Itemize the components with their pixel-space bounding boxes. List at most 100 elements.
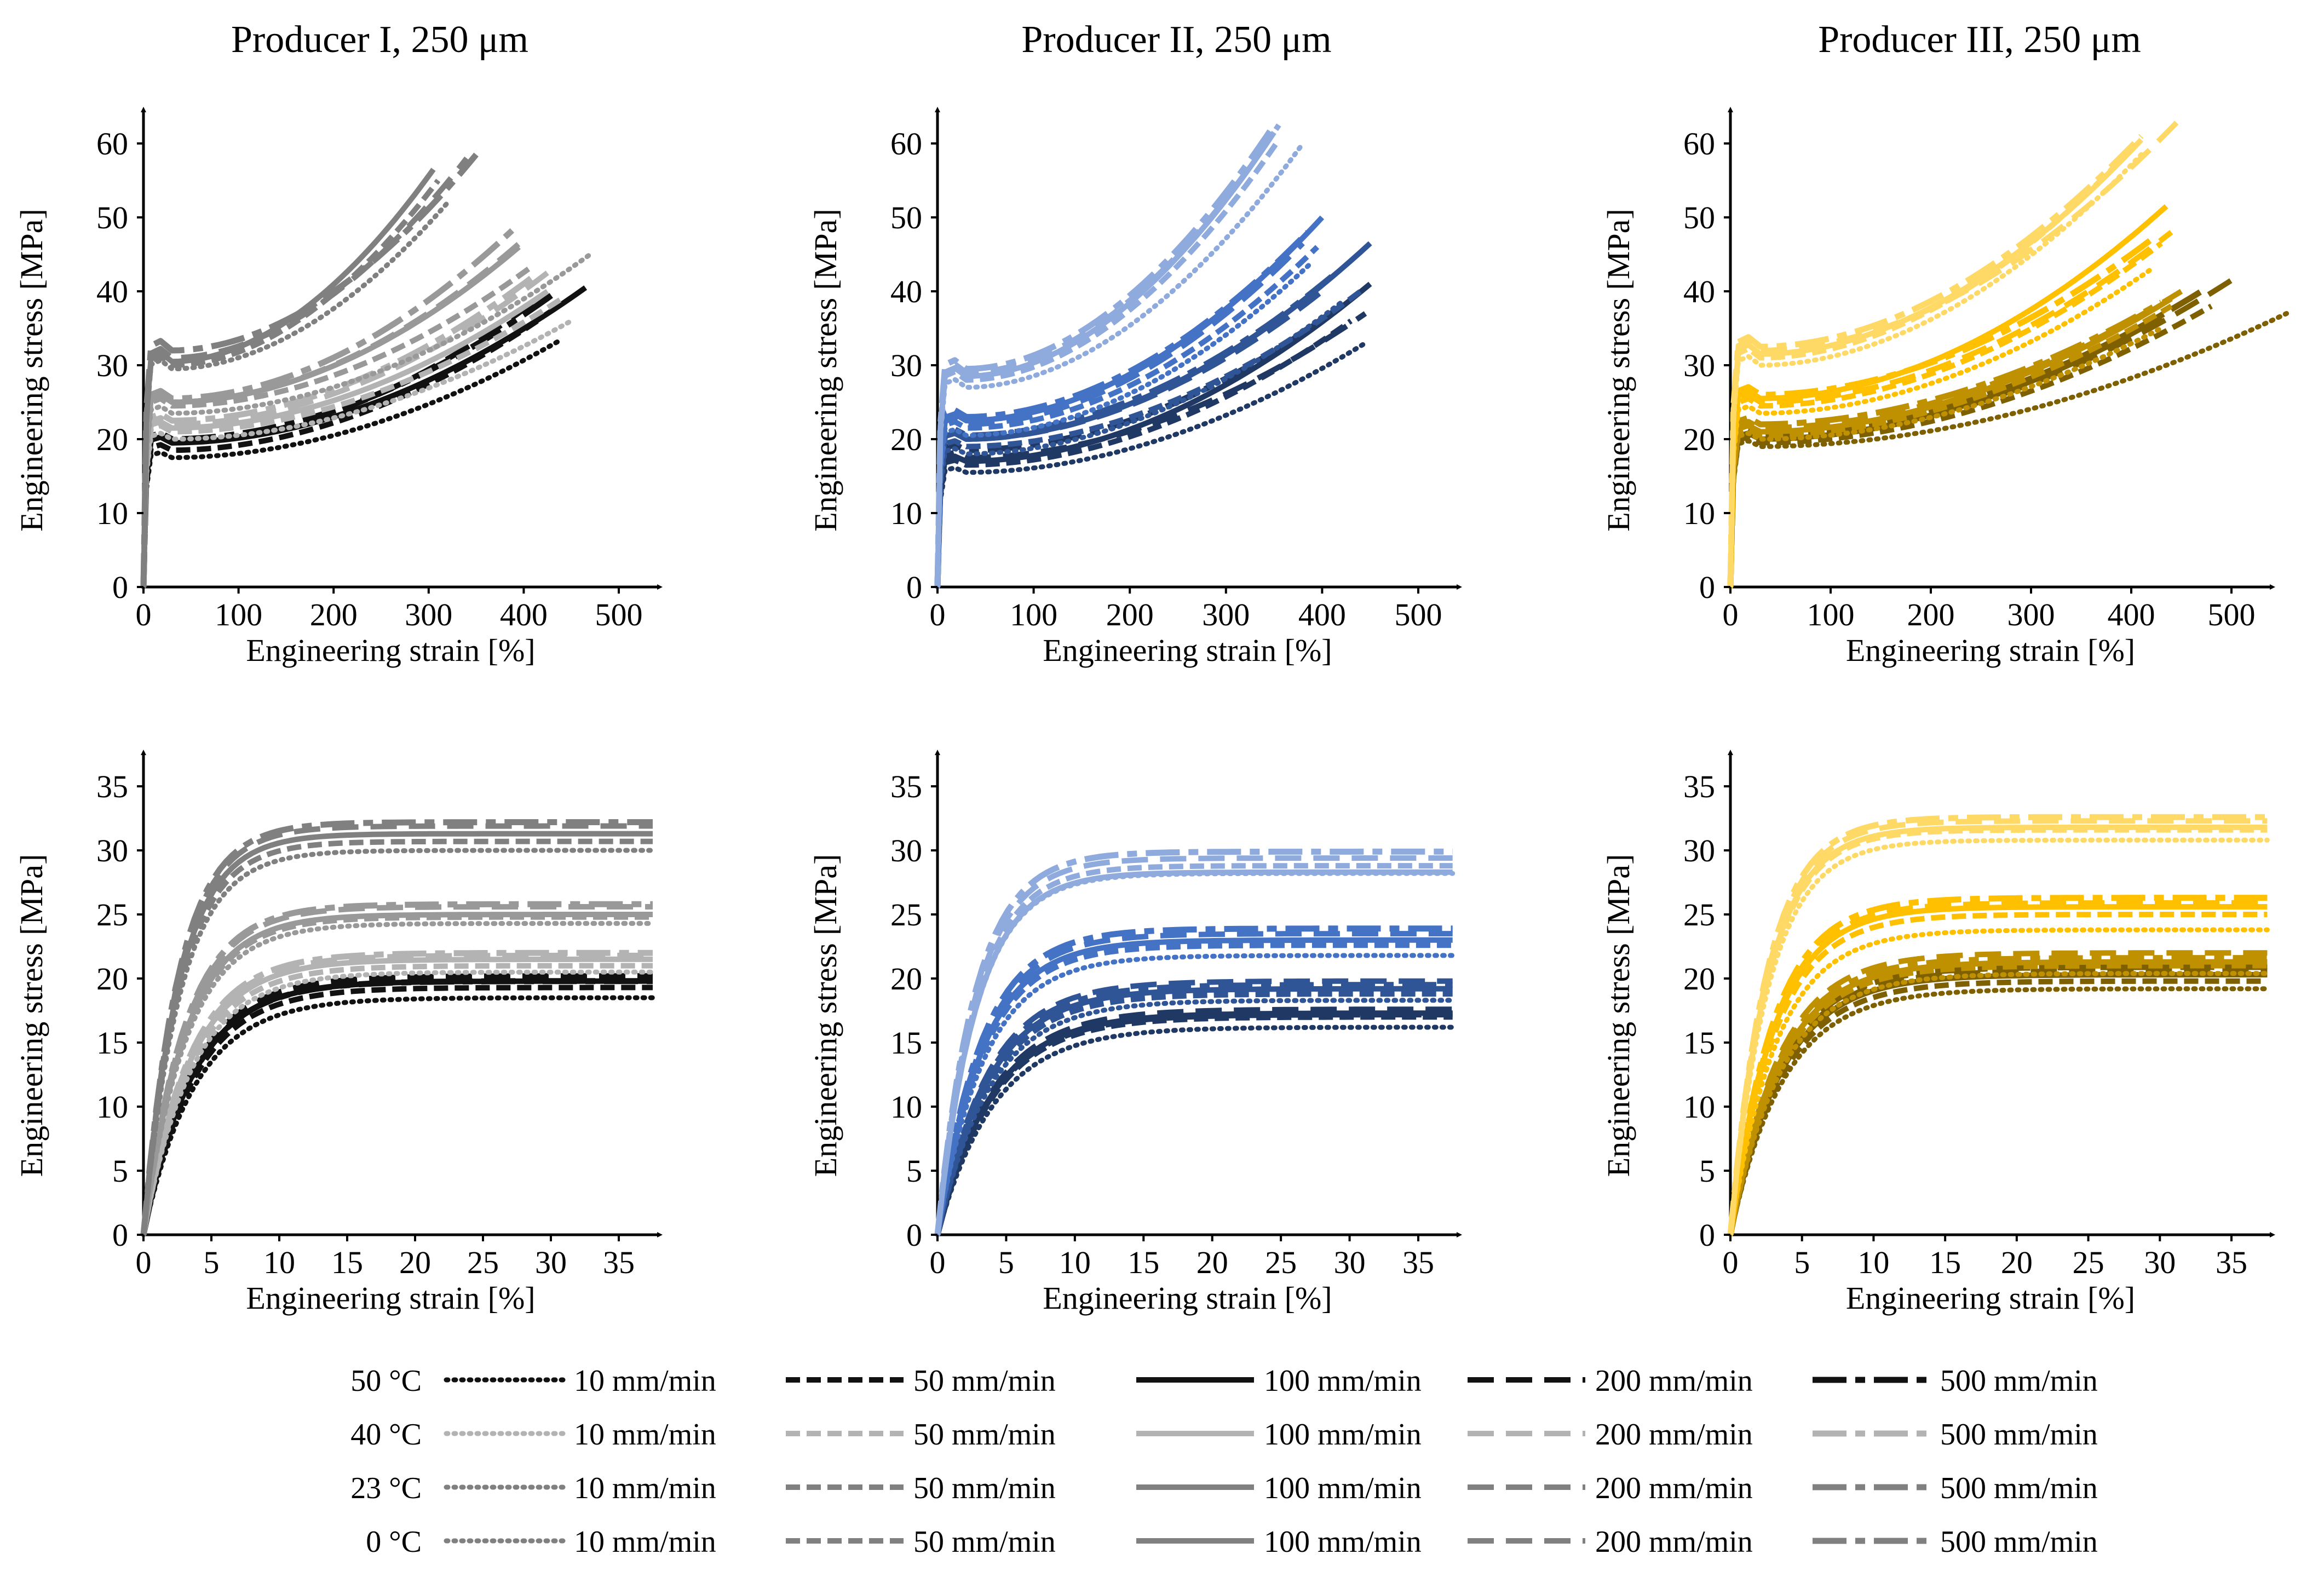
series-line-23c-10mm [141,252,593,590]
series-line-0c-100mm [935,869,1453,1235]
producer-3-zoom: 0 5 10 15 20 25 30 35 0 5 10 15 20 25 30 35 Engineering … [1601,750,2275,1316]
y-axis-label: Engineering stress [MPa] [1601,854,1636,1177]
series-line-0c-10mm [1728,837,2270,1238]
legend-speed-label: 50 mm/min [913,1418,1056,1452]
legend-speed-label: 10 mm/min [574,1364,716,1398]
series-line-23c-50mm [1728,912,2268,1235]
y-tick-label: 20 [890,961,922,997]
x-tick-label: 5 [204,1245,220,1280]
series-line-0c-100mm [1728,824,2268,1235]
series-line-0c-500mm [934,123,1277,588]
series-line-50c-10mm [1728,986,2270,1238]
y-tick-label: 25 [1683,897,1715,933]
y-tick-label: 0 [1699,1217,1715,1253]
legend-speed-label: 500 mm/min [1940,1471,2098,1505]
series-line-23c-50mm [935,245,1320,588]
y-tick-label: 20 [890,422,922,457]
y-tick-label: 40 [1683,274,1715,309]
series-line-40c-10mm [141,969,655,1238]
x-tick-label: 20 [2001,1245,2033,1280]
series-line-23c-100mm [1728,204,2168,588]
x-tick-label: 200 [1106,597,1154,632]
x-tick-label: 0 [136,1245,152,1280]
series-line-0c-50mm [141,838,653,1235]
series-line-40c-50mm [141,296,563,588]
x-tick-label: 30 [535,1245,567,1280]
series-line-40c-10mm [141,318,574,590]
y-axis-label: Engineering stress [MPa] [1601,209,1636,532]
legend-speed-label: 500 mm/min [1940,1364,2098,1398]
x-axis-label: Engineering strain [%] [1846,632,2135,668]
series-line-40c-10mm [1728,326,2164,590]
x-tick-label: 10 [263,1245,295,1280]
series-line-23c-100mm [935,937,1453,1235]
legend-temperature-label: 50 °C [350,1364,422,1398]
series-line-40c-200mm [935,978,1453,1236]
y-tick-label: 30 [96,833,128,868]
series-line-40c-10mm [935,998,1456,1238]
series-line-40c-100mm [141,289,549,588]
x-tick-label: 15 [331,1245,363,1280]
legend-speed-label: 200 mm/min [1595,1471,1753,1505]
x-tick-label: 30 [1334,1245,1366,1280]
producer-1-full: 0 100 200 300 400 500 0 10 20 30 40 50 60 Engineering… [14,19,663,668]
y-tick-label: 15 [96,1025,128,1061]
x-tick-label: 200 [1907,597,1955,632]
y-tick-label: 15 [890,1025,922,1061]
y-axis-label: Engineering stress [MPa] [808,854,843,1177]
y-tick-label: 40 [96,274,128,309]
y-tick-label: 25 [96,897,128,933]
y-tick-label: 0 [906,569,922,605]
y-axis-label: Engineering stress [MPa] [808,209,843,532]
x-tick-label: 200 [310,597,358,632]
producer-2-zoom: 0 5 10 15 20 25 30 35 0 5 10 15 20 25 30 35 Engineering … [808,750,1462,1316]
y-tick-label: 40 [890,274,922,309]
y-tick-label: 35 [890,769,922,804]
producer-2-full: 0 100 200 300 400 500 0 10 20 30 40 50 60 Engineering… [808,19,1462,668]
series-line-40c-500mm [140,949,653,1235]
x-tick-label: 0 [1723,1245,1739,1280]
series-line-40c-200mm [1728,289,2183,588]
series-line-0c-200mm [141,156,469,588]
x-axis-label: Engineering strain [%] [246,632,535,668]
series-line-0c-10mm [935,141,1305,590]
y-tick-label: 10 [890,1089,922,1125]
x-tick-label: 400 [500,597,548,632]
x-tick-label: 400 [2108,597,2155,632]
x-tick-label: 25 [1265,1245,1297,1280]
series-line-23c-10mm [1728,927,2270,1238]
y-tick-label: 30 [1683,833,1715,868]
series-line-23c-100mm [141,912,653,1235]
legend-speed-label: 50 mm/min [913,1471,1056,1505]
series-line-40c-500mm [934,982,1453,1236]
y-tick-label: 10 [96,496,128,531]
y-tick-label: 15 [1683,1025,1715,1061]
series-line-23c-500mm [934,230,1310,588]
series-line-40c-200mm [1728,950,2268,1235]
x-tick-label: 100 [215,597,262,632]
legend-speed-label: 100 mm/min [1264,1525,1422,1559]
x-tick-label: 0 [136,597,152,632]
series-line-23c-100mm [1728,904,2268,1235]
series-line-50c-50mm [1728,978,2268,1236]
y-axis-label: Engineering stress [MPa] [14,854,49,1177]
x-axis-label: Engineering strain [%] [1043,1280,1332,1316]
series-line-50c-200mm [935,311,1367,588]
series-line-40c-200mm [935,289,1324,588]
series-line-40c-200mm [141,267,554,588]
series-line-0c-100mm [141,831,653,1235]
series-line-50c-50mm [141,985,653,1236]
series-line-0c-10mm [1728,152,2144,590]
producer-1-zoom: 0 5 10 15 20 25 30 35 0 5 10 15 20 25 30 35 Engineering … [14,750,663,1316]
y-tick-label: 30 [96,348,128,383]
series-line-0c-500mm [934,848,1453,1235]
series-line-23c-500mm [140,226,516,588]
panel-title: Producer III, 250 μm [1818,19,2141,61]
series-line-0c-500mm [140,819,653,1235]
y-tick-label: 10 [890,496,922,531]
series-line-23c-200mm [935,241,1305,588]
legend-speed-label: 500 mm/min [1940,1418,2098,1452]
series-line-50c-200mm [935,1006,1453,1236]
legend-temperature-label: 0 °C [366,1525,422,1559]
series-line-50c-10mm [935,1025,1456,1238]
